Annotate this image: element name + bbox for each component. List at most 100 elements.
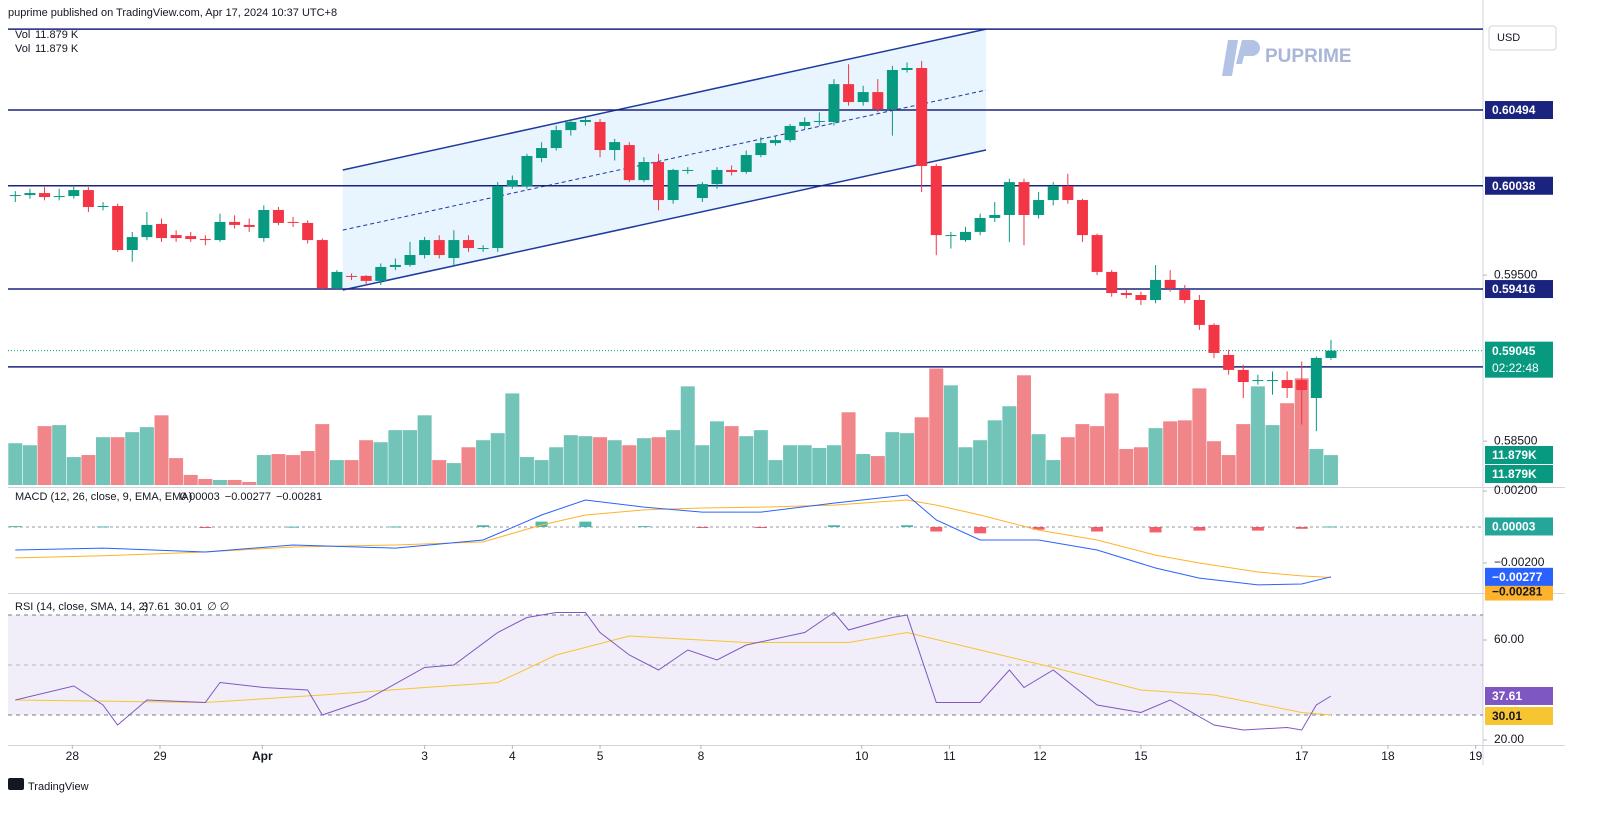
- candle-body: [550, 130, 562, 149]
- volume-bar: [841, 412, 856, 485]
- macd-title: MACD (12, 26, close, 9, EMA, EMA): [15, 491, 192, 503]
- volume-bar: [388, 430, 403, 485]
- volume-bar: [490, 433, 505, 485]
- level-label: 0.60494: [1492, 103, 1536, 117]
- volume-bar: [125, 432, 140, 485]
- currency[interactable]: USD: [1497, 32, 1520, 44]
- histogram-bar: [1149, 527, 1162, 533]
- candle-body: [1091, 235, 1103, 272]
- volume-bar: [1221, 455, 1236, 485]
- candle-body: [1237, 369, 1249, 383]
- volume-bar: [1163, 421, 1178, 485]
- volume-bar: [753, 430, 768, 485]
- candle-body: [930, 165, 942, 236]
- volume-bar: [1046, 460, 1061, 485]
- volume-bar: [1060, 437, 1075, 485]
- volume-bar: [651, 437, 666, 485]
- volume-bar: [666, 430, 681, 485]
- brand-logo: [1222, 40, 1260, 76]
- candle-body: [989, 214, 1001, 218]
- candle-body: [945, 235, 957, 237]
- candle-body: [1003, 182, 1015, 215]
- candle-body: [97, 206, 109, 208]
- candle-body: [536, 148, 548, 159]
- y-tick-label: 0.59500: [1494, 267, 1538, 281]
- candle-body: [214, 221, 226, 241]
- volume-legend-value: 11.879 K: [35, 43, 79, 55]
- header: puprime published on TradingView.com, Ap…: [8, 7, 337, 19]
- candle-body: [112, 206, 124, 251]
- volume-bar: [373, 442, 388, 485]
- histogram-legend-value: 0.00003: [180, 491, 220, 503]
- volume-bar: [987, 420, 1002, 485]
- candle-body: [68, 190, 80, 197]
- channel-lower: [342, 149, 987, 291]
- volume-bar: [724, 426, 739, 485]
- candle-body: [506, 180, 518, 187]
- volume-bar: [286, 455, 301, 485]
- volume-bar: [169, 458, 184, 485]
- volume-bar: [1148, 428, 1163, 485]
- candle-body: [1296, 380, 1308, 391]
- volume-bar: [300, 451, 315, 485]
- volume-bar: [212, 479, 227, 485]
- histogram-bar: [1091, 527, 1104, 532]
- histogram-bar: [535, 521, 548, 528]
- volume-bar: [37, 426, 52, 485]
- candle-body: [857, 92, 869, 103]
- candle-body: [375, 266, 387, 281]
- signal-axis-label: −0.00281: [1492, 585, 1543, 599]
- candle-body: [1325, 350, 1337, 358]
- volume-bar: [578, 436, 593, 485]
- candle-body: [1120, 293, 1132, 296]
- candle-body: [360, 275, 372, 281]
- candle-body: [24, 193, 36, 196]
- x-tick-label: 12: [1033, 749, 1047, 763]
- candle-body: [272, 209, 284, 223]
- histogram-bar: [754, 527, 767, 529]
- volume-bar: [1075, 424, 1090, 485]
- countdown: 02:22:48: [1492, 361, 1539, 375]
- candle-body: [331, 271, 343, 289]
- volume-bar: [636, 438, 651, 485]
- macd-line: [15, 494, 1332, 586]
- candle-body: [9, 195, 21, 197]
- volume-bar: [695, 445, 710, 485]
- volume-bar: [1265, 425, 1280, 485]
- candle-body: [594, 121, 606, 151]
- histogram-bar: [477, 525, 490, 528]
- x-tick-label: 8: [698, 749, 705, 763]
- currency-box[interactable]: [1488, 25, 1557, 51]
- candle-body: [565, 121, 577, 131]
- candle-body: [1106, 271, 1118, 294]
- candle-body: [1223, 354, 1235, 370]
- candle-body: [1164, 279, 1176, 289]
- volume-bar: [739, 436, 754, 485]
- rsi-title: RSI (14, close, SMA, 14, 2): [15, 601, 148, 613]
- channel-upper: [342, 28, 987, 171]
- volume-bar: [8, 443, 23, 485]
- level-label-box: [1485, 101, 1553, 120]
- volume-bar: [519, 457, 534, 485]
- volume-bar: [1133, 447, 1148, 485]
- volume-bar: [709, 421, 724, 485]
- candle-body: [141, 224, 153, 238]
- histogram-bar: [974, 527, 987, 534]
- candle-body: [1018, 182, 1030, 215]
- volume-bar: [66, 457, 81, 485]
- candle-body: [682, 169, 694, 171]
- histogram-bar: [287, 526, 300, 528]
- y-tick-label: 0.58500: [1494, 433, 1538, 447]
- histogram-bar: [1251, 527, 1264, 531]
- x-tick-label: 3: [421, 749, 428, 763]
- candle-body: [974, 217, 986, 232]
- candle-body: [1135, 295, 1147, 301]
- rsi-axis-label-box: [1485, 686, 1553, 705]
- candle-body: [609, 142, 621, 151]
- candle-body: [872, 92, 884, 110]
- histogram-bar: [1193, 527, 1206, 531]
- volume-bar: [812, 448, 827, 485]
- candle-body: [521, 156, 533, 187]
- x-tick-label: 18: [1381, 749, 1395, 763]
